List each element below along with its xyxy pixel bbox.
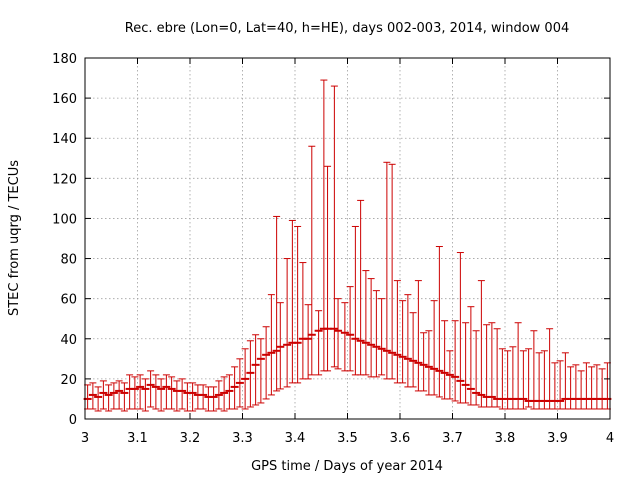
- error-bar-point: [330, 85, 339, 368]
- error-bar-point: [151, 374, 160, 410]
- error-bar-point: [214, 380, 223, 410]
- error-bar-point: [209, 386, 218, 412]
- y-tick-label: 0: [69, 413, 77, 428]
- error-bar-point: [162, 374, 171, 410]
- error-bar-point: [403, 294, 412, 388]
- error-bar-point: [388, 163, 397, 380]
- error-bar-point: [430, 300, 439, 396]
- y-tick-label: 140: [52, 132, 77, 147]
- error-bar-point: [120, 382, 129, 412]
- error-bar-point: [146, 370, 155, 408]
- error-bar-point: [256, 338, 265, 404]
- error-bar-point: [461, 322, 470, 404]
- y-tick-label: 160: [52, 92, 77, 107]
- error-bar-point: [314, 310, 323, 376]
- x-tick-label: 3.4: [285, 431, 306, 446]
- y-tick-label: 120: [52, 172, 77, 187]
- error-bar-point: [361, 270, 370, 376]
- error-bar-point: [267, 294, 276, 396]
- error-bar-point: [230, 366, 239, 410]
- x-tick-label: 3.1: [127, 431, 148, 446]
- error-bar-point: [477, 280, 486, 408]
- error-bar-point: [88, 382, 97, 410]
- error-bar-point: [382, 161, 391, 380]
- axes: 3 3.1 3.2 3.3 3.4 3.5 3.6 3.7 3.8 3.9 402040608010…: [52, 52, 614, 446]
- error-bar-point: [188, 382, 197, 412]
- y-tick-label: 60: [60, 293, 77, 308]
- error-bar-point: [334, 298, 343, 370]
- x-tick-label: 3.5: [337, 431, 358, 446]
- error-bar-point: [104, 384, 113, 412]
- x-tick-label: 3.8: [495, 431, 516, 446]
- error-bar-point: [346, 286, 355, 372]
- error-bar-point: [419, 332, 428, 392]
- error-bar-point: [141, 378, 150, 412]
- error-bar-point: [472, 330, 481, 406]
- error-bar-point: [445, 350, 454, 400]
- chart-title: Rec. ebre (Lon=0, Lat=40, h=HE), days 00…: [125, 21, 569, 36]
- error-bar-point: [115, 380, 124, 410]
- error-bar-point: [167, 376, 176, 410]
- y-tick-label: 180: [52, 52, 77, 67]
- x-tick-label: 3.6: [390, 431, 411, 446]
- error-bar-point: [283, 258, 292, 388]
- error-bar-point: [220, 376, 229, 412]
- error-bar-point: [356, 199, 365, 376]
- error-bar-point: [246, 340, 255, 408]
- error-bar-point: [178, 378, 187, 410]
- x-tick-label: 4: [606, 431, 614, 446]
- y-tick-label: 80: [60, 253, 77, 268]
- error-bar-point: [272, 215, 281, 392]
- x-tick-label: 3.2: [180, 431, 201, 446]
- y-tick-label: 40: [60, 333, 77, 348]
- error-bar-point: [398, 300, 407, 384]
- y-tick-label: 100: [52, 212, 77, 227]
- error-bar-point: [451, 320, 460, 402]
- error-bar-point: [276, 302, 285, 390]
- x-tick-label: 3: [81, 431, 89, 446]
- error-bar-point: [466, 306, 475, 406]
- error-bar-point: [94, 386, 103, 412]
- x-tick-label: 3.9: [547, 431, 568, 446]
- error-bar-point: [262, 326, 271, 400]
- error-bar-point: [307, 145, 316, 376]
- x-axis-label: GPS time / Days of year 2014: [251, 459, 443, 474]
- error-bar-point: [293, 225, 302, 384]
- error-bar-point: [372, 290, 381, 378]
- error-bar-point: [409, 312, 418, 388]
- error-bar-point: [440, 320, 449, 400]
- error-bar-point: [199, 384, 208, 410]
- error-bar-point: [241, 348, 250, 410]
- error-bar-point: [519, 350, 528, 410]
- x-tick-label: 3.7: [442, 431, 463, 446]
- grid: [85, 58, 610, 419]
- error-bar-point: [377, 298, 386, 376]
- error-bar-point: [157, 378, 166, 412]
- error-bar-point: [136, 374, 145, 410]
- error-bar-point: [556, 360, 565, 410]
- error-bar-point: [235, 358, 244, 408]
- error-bar-point: [435, 246, 444, 398]
- y-axis-label: STEC from uqrg / TECUs: [7, 160, 22, 316]
- y-tick-label: 20: [60, 373, 77, 388]
- data-points: [83, 79, 612, 412]
- error-bar-point: [251, 334, 260, 406]
- error-bar-point: [304, 304, 313, 380]
- x-tick-label: 3.3: [232, 431, 253, 446]
- error-bar-point: [99, 380, 108, 410]
- error-bar-point: [323, 165, 332, 372]
